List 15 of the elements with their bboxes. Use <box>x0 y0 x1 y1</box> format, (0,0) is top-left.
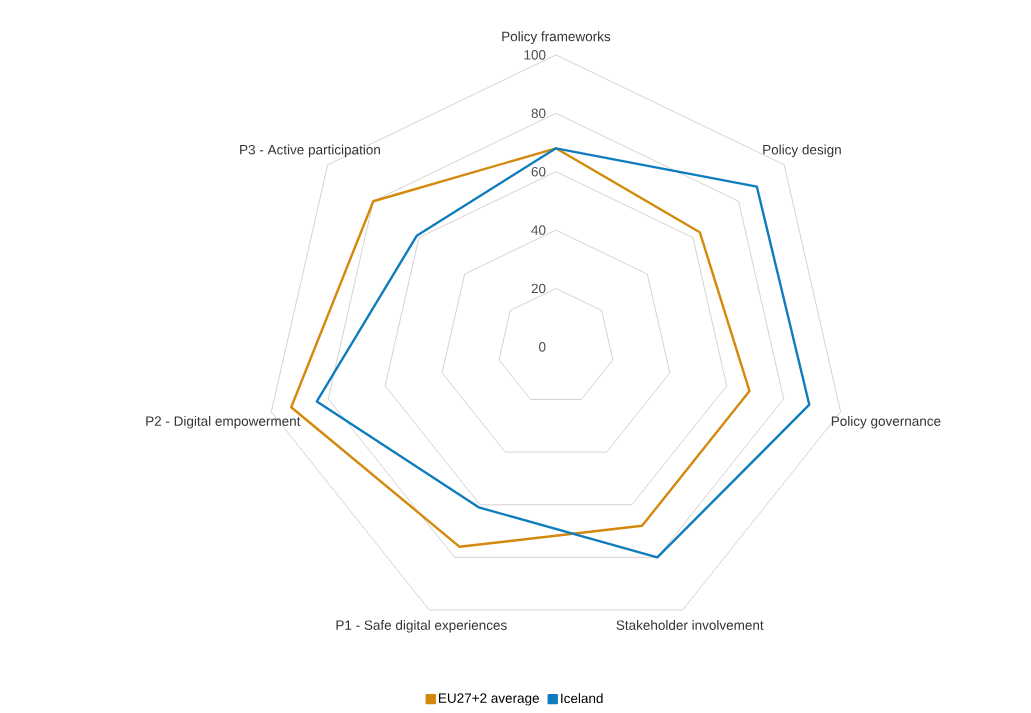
y-tick-label: 40 <box>531 225 546 235</box>
spoke-label: P3 - Active participation <box>240 144 380 158</box>
legend-label: EU27+2 average <box>439 693 539 706</box>
y-tick-label: 80 <box>531 108 546 119</box>
spoke-label: Policy governance <box>831 416 941 429</box>
y-tick-label: 60 <box>531 167 546 177</box>
y-tick-label: 20 <box>531 283 546 294</box>
spoke-label: Stakeholder involvement <box>616 620 764 631</box>
y-tick-label: 100 <box>524 50 546 60</box>
spoke-label: Policy design <box>763 144 841 158</box>
spoke-label: P1 - Safe digital experiences <box>336 620 507 633</box>
spoke-label: Policy frameworks <box>502 31 611 45</box>
spoke-label: P2 - Digital empowerment <box>146 416 301 429</box>
legend-label: Iceland <box>561 693 603 704</box>
y-tick-label: 0 <box>539 342 546 352</box>
